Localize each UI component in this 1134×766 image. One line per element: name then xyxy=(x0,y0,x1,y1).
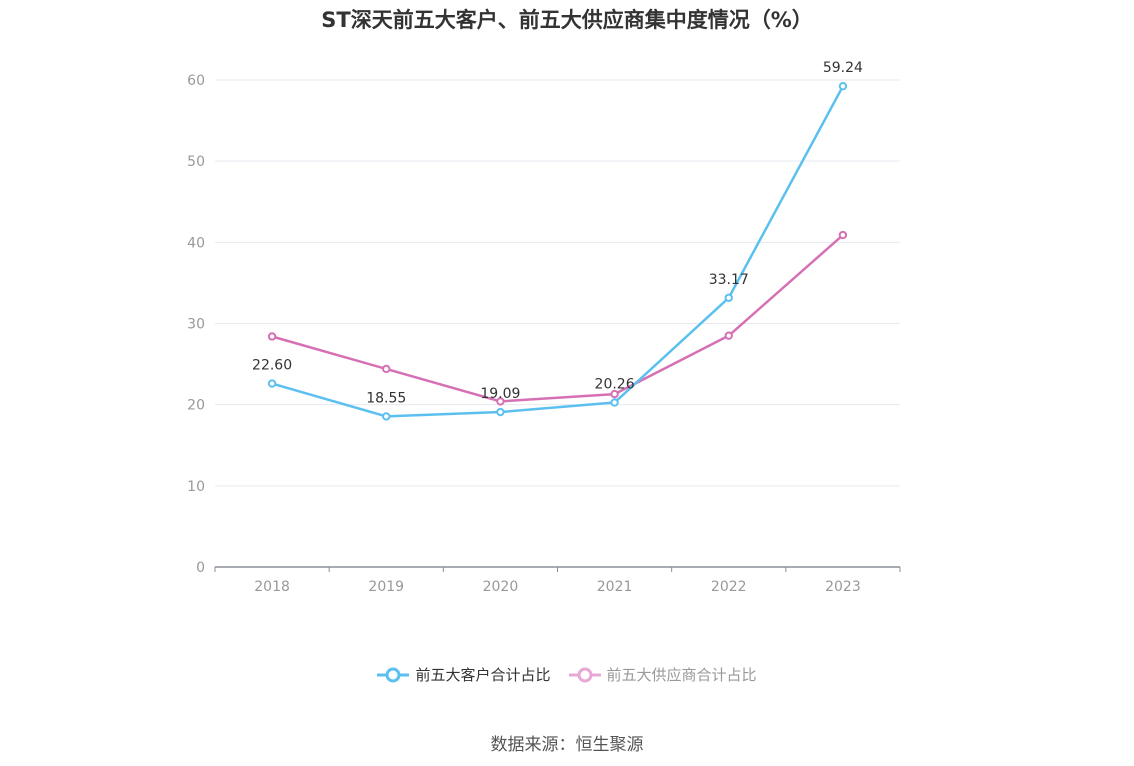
x-tick-label: 2022 xyxy=(711,579,747,595)
y-tick-label: 30 xyxy=(187,317,205,333)
legend: 前五大客户合计占比 前五大供应商合计占比 xyxy=(0,664,1134,685)
data-label: 19.09 xyxy=(480,386,520,402)
y-tick-label: 50 xyxy=(187,154,205,170)
series-line-1 xyxy=(271,234,844,403)
data-labels: 22.60 18.55 19.09 20.26 33.17 59.24 xyxy=(252,60,863,406)
data-point[interactable] xyxy=(724,331,733,340)
data-point[interactable] xyxy=(496,397,505,406)
legend-swatch-suppliers-icon xyxy=(568,667,601,682)
x-tick-label: 2020 xyxy=(483,579,519,595)
y-tick-label: 10 xyxy=(187,479,205,495)
legend-item-customers[interactable]: 前五大客户合计占比 xyxy=(377,664,551,685)
data-point[interactable] xyxy=(382,412,391,421)
data-point[interactable] xyxy=(838,230,848,240)
legend-item-suppliers[interactable]: 前五大供应商合计占比 xyxy=(568,664,757,685)
y-tick-label: 60 xyxy=(187,73,205,89)
data-label: 18.55 xyxy=(366,390,406,406)
series-lines xyxy=(267,81,848,421)
y-tick-label: 40 xyxy=(187,235,205,251)
y-tick-label: 0 xyxy=(196,560,205,576)
data-point[interactable] xyxy=(838,81,848,91)
data-point[interactable] xyxy=(724,293,733,302)
chart-title: ST深天前五大客户、前五大供应商集中度情况（%） xyxy=(321,8,813,32)
series-line-0 xyxy=(271,85,845,418)
x-tick-label: 2023 xyxy=(825,579,861,595)
x-tick-label: 2021 xyxy=(597,579,633,595)
data-label: 59.24 xyxy=(823,60,863,76)
legend-swatch-customers-icon xyxy=(377,667,410,682)
data-label: 33.17 xyxy=(709,272,749,288)
data-point[interactable] xyxy=(496,407,505,417)
x-tick-label: 2018 xyxy=(254,579,290,595)
data-label: 22.60 xyxy=(252,358,292,374)
grid-lines xyxy=(215,79,900,487)
data-point[interactable] xyxy=(610,389,619,399)
data-point[interactable] xyxy=(610,398,619,407)
x-tick-label: 2019 xyxy=(368,579,404,595)
data-point[interactable] xyxy=(267,332,277,341)
data-label: 20.26 xyxy=(595,377,635,393)
axes: 0 10 20 30 40 50 60 2018 2019 2020 2021 2022 2023 xyxy=(187,73,901,595)
legend-label-customers: 前五大客户合计占比 xyxy=(415,666,551,684)
data-point[interactable] xyxy=(267,379,277,388)
legend-label-suppliers: 前五大供应商合计占比 xyxy=(606,666,757,684)
y-tick-label: 20 xyxy=(187,398,205,414)
data-point[interactable] xyxy=(382,364,391,374)
data-source: 数据来源：恒生聚源 xyxy=(490,735,644,755)
